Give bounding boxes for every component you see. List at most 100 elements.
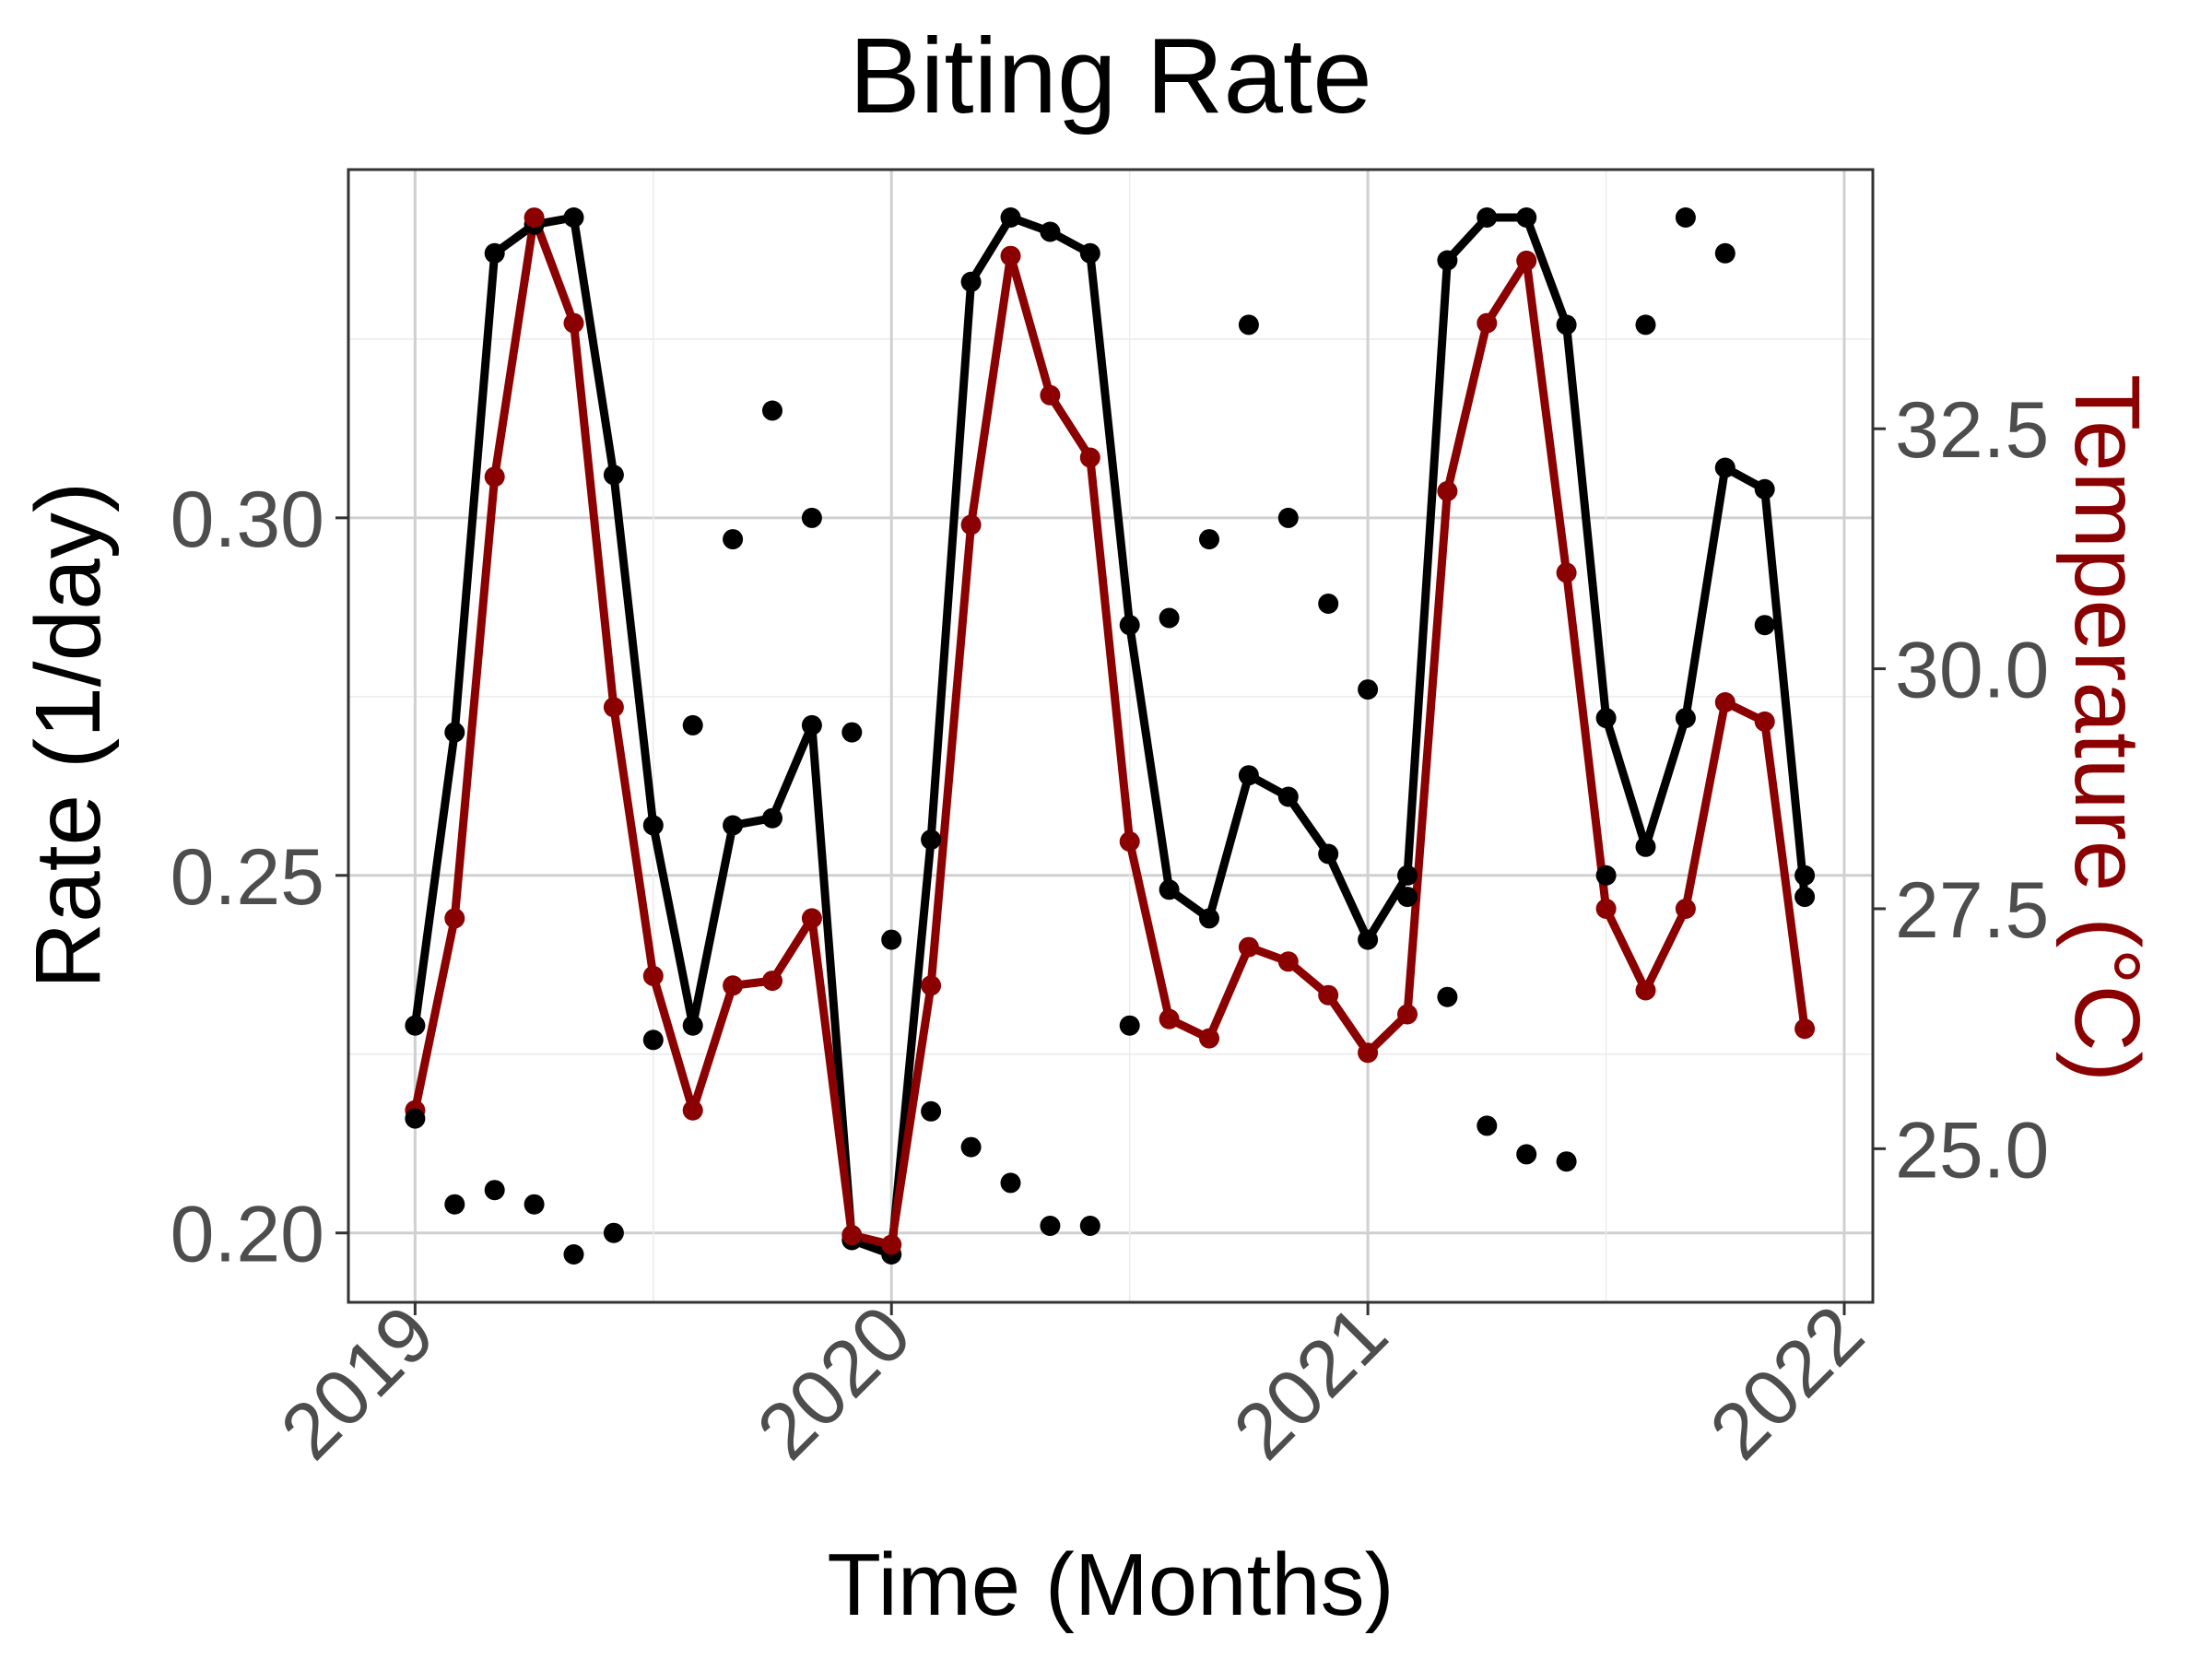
rate-point <box>1437 250 1458 271</box>
temperature-point <box>1000 245 1021 266</box>
temperature-point <box>444 908 465 929</box>
y2-tick-label-30.0: 30.0 <box>1895 627 2049 715</box>
observed-point <box>1040 1216 1061 1236</box>
observed-point <box>484 1180 505 1201</box>
rate-point <box>762 807 782 829</box>
rate-line <box>410 213 1809 1259</box>
rate-point <box>1477 207 1498 228</box>
rate-point <box>1516 207 1537 228</box>
temperature-point <box>1397 1004 1418 1025</box>
rate-point <box>563 207 584 228</box>
temperature-line <box>410 213 1809 1249</box>
temperature-point <box>723 975 744 996</box>
observed-point <box>603 1222 624 1243</box>
observed-point <box>1675 207 1696 228</box>
observed-point <box>682 714 703 735</box>
x-axis-title: Time (Months) <box>827 1535 1394 1634</box>
temperature-point <box>1595 899 1617 919</box>
temperature-point <box>1159 1008 1180 1030</box>
observed-point <box>1000 1172 1021 1194</box>
rate-point <box>1040 221 1061 242</box>
temperature-point <box>881 1234 902 1255</box>
temperature-point <box>563 312 584 334</box>
observed-point <box>1556 1151 1577 1172</box>
rate-point <box>1754 478 1775 500</box>
temperature-point <box>1714 692 1735 712</box>
rate-point <box>1595 708 1617 729</box>
rate-point <box>1277 786 1299 807</box>
rate-point <box>1397 865 1418 886</box>
temperature-point <box>1635 980 1656 1001</box>
observed-point <box>1635 314 1656 335</box>
rate-point <box>1079 242 1100 264</box>
observed-point <box>1595 865 1617 886</box>
temperature-point <box>524 207 545 229</box>
rate-point <box>1119 615 1140 636</box>
temperature-point <box>1277 951 1299 972</box>
observed-point <box>405 1108 426 1129</box>
observed-point <box>563 1244 584 1265</box>
y-tick-label-0.25: 0.25 <box>171 833 324 922</box>
temperature-point <box>1079 447 1100 468</box>
observed-point <box>642 1030 664 1051</box>
observed-point <box>1199 529 1219 550</box>
rate-point <box>1675 708 1696 729</box>
plot-panel-border <box>347 168 1875 1304</box>
observed-point <box>881 929 902 950</box>
rate-point <box>723 815 744 836</box>
rate-point <box>682 1015 703 1036</box>
temperature-point <box>921 975 942 996</box>
y2-tick-label-32.5: 32.5 <box>1895 386 2049 475</box>
temperature-point <box>1754 711 1775 732</box>
observed-point <box>444 1194 465 1215</box>
y-axis-title: Rate (1/day) <box>17 482 120 989</box>
temperature-point <box>841 1225 863 1246</box>
observed-point <box>762 400 782 421</box>
rate-point <box>1238 765 1259 786</box>
temperature-point <box>1516 250 1537 271</box>
rate-point <box>1199 908 1219 929</box>
temperature-point <box>1318 984 1339 1006</box>
observed-point <box>1079 1216 1100 1236</box>
series-lines <box>410 213 1809 1259</box>
observed-point <box>1318 594 1339 614</box>
temperature-point <box>960 514 982 535</box>
temperature-point <box>762 971 782 992</box>
rate-point <box>1159 879 1180 900</box>
rate-point <box>1635 836 1656 857</box>
observed-point <box>1754 615 1775 636</box>
observed-point <box>1277 507 1299 528</box>
chart-title: Biting Rate <box>849 16 1371 135</box>
observed-point <box>1119 1015 1140 1036</box>
temperature-point <box>1477 312 1498 334</box>
temperature-point <box>603 697 624 718</box>
y-tick-label-0.30: 0.30 <box>171 476 324 564</box>
observed-point <box>1794 865 1816 886</box>
rate-point <box>642 815 664 836</box>
temperature-point <box>484 466 505 488</box>
rate-point <box>405 1015 426 1036</box>
rate-point <box>1000 207 1021 228</box>
observed-point <box>524 1194 545 1215</box>
temperature-point <box>642 965 664 986</box>
rate-point <box>603 465 624 486</box>
grid-lines <box>348 170 1873 1302</box>
y2-axis-title: Temperature (°C) <box>2055 374 2159 1082</box>
temperature-point <box>1794 1018 1816 1040</box>
observed-point <box>960 1136 982 1158</box>
temperature-point <box>1040 384 1061 406</box>
observed-point <box>921 1100 942 1122</box>
y2-tick-label-25.0: 25.0 <box>1895 1106 2049 1194</box>
y-tick-label-0.20: 0.20 <box>171 1191 324 1279</box>
observed-point <box>801 507 822 528</box>
observed-point <box>1159 607 1180 629</box>
temperature-point <box>1437 480 1458 501</box>
observed-point <box>1437 986 1458 1007</box>
temperature-point <box>1675 899 1696 919</box>
rate-point <box>444 722 465 743</box>
observed-point <box>1397 887 1418 908</box>
temperature-point <box>801 908 822 929</box>
rate-point <box>921 830 942 850</box>
observed-point <box>1238 314 1259 335</box>
